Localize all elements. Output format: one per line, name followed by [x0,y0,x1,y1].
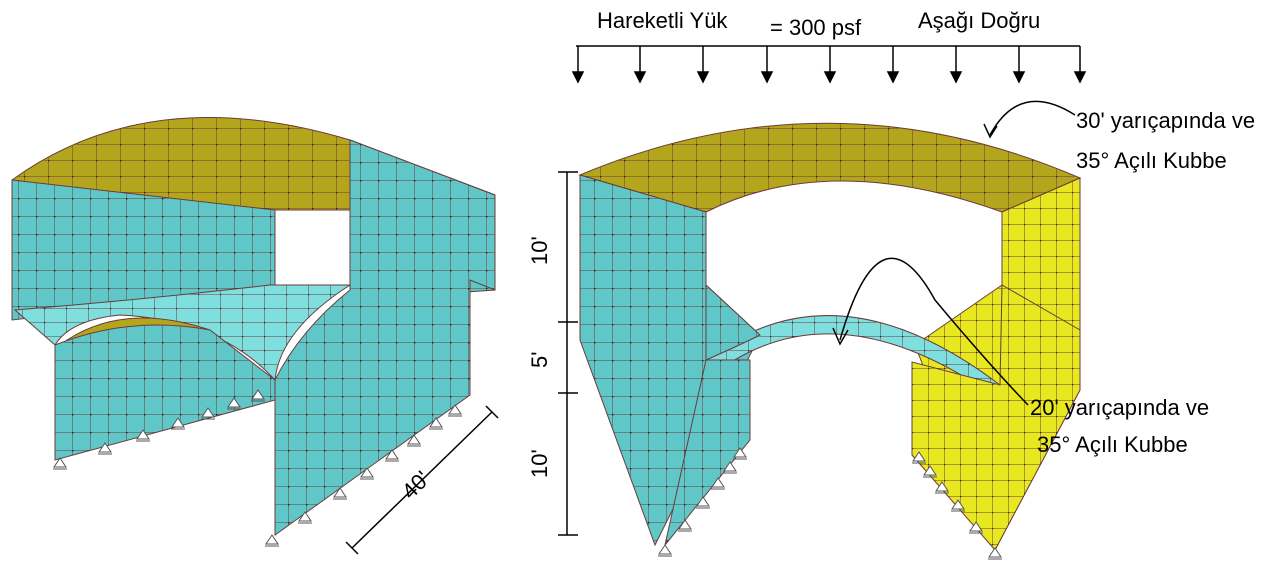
right-structure [578,122,1082,560]
load-direction: Aşağı Doğru [918,8,1040,33]
load-title: Hareketli Yük [597,8,728,33]
lower-dome-label-line2: 35° Açılı Kubbe [1037,432,1188,457]
lower-dome-label-line1: 20' yarıçapında ve [1030,395,1209,420]
left-structure: 40' [11,117,499,555]
right-right-lower-wall [911,284,1081,551]
left-front-right-wall [274,139,496,536]
height-dimensions: 10' 5' 10' [527,171,578,536]
middle-height-label: 5' [527,352,552,368]
right-left-lower-wall [664,283,761,546]
load-value: = 300 psf [770,15,862,40]
top-dome-label-line2: 35° Açılı Kubbe [1076,148,1227,173]
left-lower-dome [13,284,352,382]
left-front-wall [54,324,276,461]
upper-height-label: 10' [527,236,552,265]
top-dome-label-line1: 30' yarıçapında ve [1076,108,1255,133]
lower-height-label: 10' [527,449,552,478]
load-indicator: Hareketli Yük = 300 psf Aşağı Doğru [571,8,1087,84]
annotation-leaders [832,100,1076,406]
right-top-dome [578,122,1082,213]
annotations: 30' yarıçapında ve 35° Açılı Kubbe 20' y… [1030,108,1255,457]
